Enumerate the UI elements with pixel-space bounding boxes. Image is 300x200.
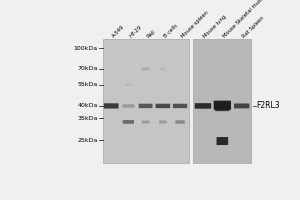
FancyBboxPatch shape	[234, 103, 249, 108]
FancyBboxPatch shape	[160, 68, 165, 70]
FancyBboxPatch shape	[214, 101, 231, 110]
FancyBboxPatch shape	[173, 104, 187, 108]
Text: Mouse spleen: Mouse spleen	[180, 10, 209, 39]
Text: 70kDa: 70kDa	[78, 66, 98, 71]
Text: 35kDa: 35kDa	[78, 116, 98, 121]
FancyBboxPatch shape	[195, 103, 211, 109]
Text: Mouse Skeletal muscle: Mouse Skeletal muscle	[222, 0, 269, 39]
Text: F2RL3: F2RL3	[256, 101, 280, 110]
Text: 40kDa: 40kDa	[78, 103, 98, 108]
FancyBboxPatch shape	[139, 104, 152, 108]
FancyBboxPatch shape	[122, 104, 134, 108]
Text: Raji: Raji	[146, 28, 156, 39]
FancyBboxPatch shape	[159, 120, 167, 123]
FancyBboxPatch shape	[123, 120, 134, 124]
FancyBboxPatch shape	[215, 106, 230, 111]
FancyBboxPatch shape	[217, 137, 228, 145]
Text: A-549: A-549	[111, 24, 126, 39]
FancyBboxPatch shape	[155, 104, 170, 108]
Text: 100kDa: 100kDa	[74, 46, 98, 51]
FancyBboxPatch shape	[142, 120, 149, 123]
Bar	[103, 39, 189, 163]
Text: 55kDa: 55kDa	[78, 82, 98, 87]
Text: 25kDa: 25kDa	[78, 138, 98, 143]
Text: B cells: B cells	[163, 23, 178, 39]
Text: Mouse lung: Mouse lung	[203, 14, 228, 39]
FancyBboxPatch shape	[125, 84, 131, 86]
FancyBboxPatch shape	[104, 103, 119, 109]
Bar	[193, 39, 251, 163]
FancyBboxPatch shape	[142, 68, 149, 70]
Text: Rat Spleen: Rat Spleen	[242, 15, 266, 39]
Text: HT-29: HT-29	[128, 24, 143, 39]
FancyBboxPatch shape	[175, 120, 185, 124]
